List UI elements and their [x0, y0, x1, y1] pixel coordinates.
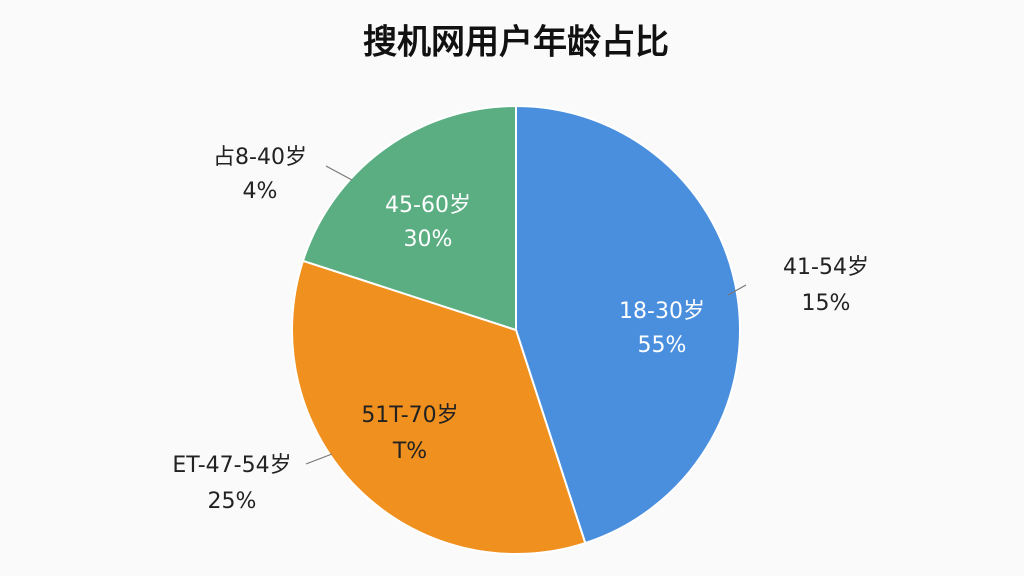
- leader-line: [325, 165, 353, 181]
- annotation: 25%: [208, 489, 257, 514]
- leader-line: [727, 284, 747, 296]
- leader-line: [305, 453, 333, 465]
- annotation: 55%: [638, 333, 687, 358]
- annotation: T%: [392, 439, 427, 464]
- slice-label: 45-60岁: [385, 193, 471, 218]
- annotation: 15%: [802, 291, 851, 316]
- annotation: 30%: [404, 227, 453, 252]
- annotation: 41-54岁: [783, 255, 869, 280]
- annotation: 占8-40岁: [213, 145, 307, 170]
- annotation: ET-47-54岁: [172, 453, 291, 478]
- slice-label: 51T-70岁: [361, 403, 458, 428]
- pie-slice: [301, 104, 517, 332]
- pie: [291, 104, 741, 555]
- pie-slice: [291, 259, 587, 555]
- annotation: 4%: [243, 179, 278, 204]
- slice-label: 18-30岁: [619, 299, 705, 324]
- chart-title: 搜机网用户年龄占比: [363, 23, 669, 63]
- pie-slice: [515, 104, 741, 545]
